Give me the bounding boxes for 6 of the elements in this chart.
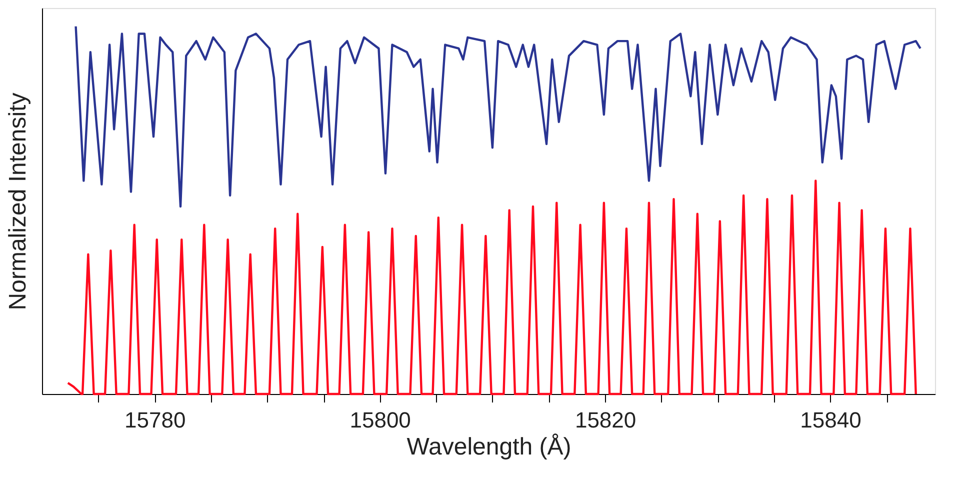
x-tick-label: 15780: [124, 408, 186, 432]
x-axis-title: Wavelength (Å): [406, 434, 572, 460]
x-tick-label: 15800: [350, 408, 411, 432]
y-axis-title: Normalized Intensity: [4, 92, 32, 310]
x-tick-label: 15820: [574, 408, 636, 432]
x-tick-label: 15840: [800, 408, 862, 432]
